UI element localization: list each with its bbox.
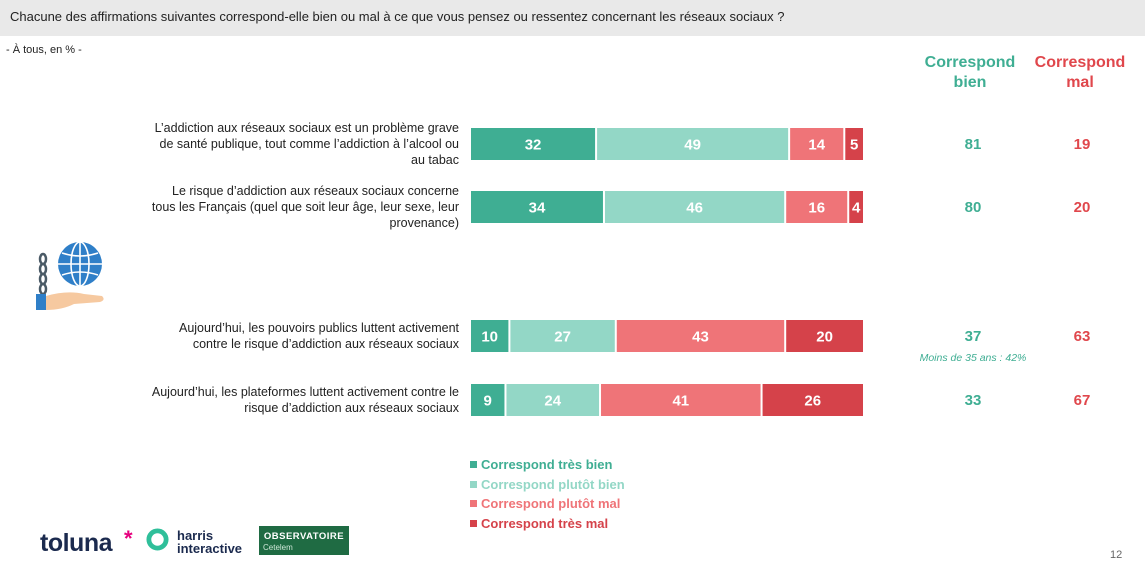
legend-label: Correspond très bien: [481, 457, 613, 473]
observatoire-logo-foot: [259, 555, 349, 564]
bar-segment: [601, 384, 761, 416]
total-bad: 19: [1074, 136, 1091, 153]
data-label: 41: [672, 393, 689, 410]
toluna-logo: toluna: [40, 529, 113, 557]
total-good: 33: [965, 392, 982, 409]
category-label: Aujourd’hui, les plateformes luttent act…: [152, 385, 459, 399]
legend-swatch: [470, 500, 477, 508]
bar-segment: [604, 191, 785, 223]
subgroup-note: Moins de 35 ans : 42%: [920, 352, 1027, 364]
legend-item-plutot-mal: Correspond plutôt mal: [470, 494, 625, 514]
legend-label: Correspond plutôt bien: [481, 476, 625, 492]
data-label: 43: [692, 329, 709, 346]
data-label: 46: [686, 200, 703, 217]
category-label: Aujourd’hui, les pouvoirs publics lutten…: [179, 321, 460, 335]
bar-segment: [762, 384, 863, 416]
category-label: tous les Français (quel que soit leur âg…: [152, 200, 459, 214]
bar-segment: [471, 128, 596, 160]
total-good: 37: [965, 328, 982, 345]
data-label: 4: [852, 200, 861, 217]
legend-swatch: [470, 519, 477, 527]
legend-label: Correspond plutôt mal: [481, 496, 621, 512]
harris-logo-mark-icon: [146, 528, 169, 551]
total-bad: 67: [1074, 392, 1091, 409]
column-header-good: Correspond bien: [924, 54, 1016, 91]
data-label: 24: [544, 393, 561, 410]
data-label: 26: [804, 393, 821, 410]
legend: Correspond très bien Correspond plutôt b…: [470, 455, 625, 533]
data-label: 5: [850, 137, 858, 154]
total-bad: 63: [1074, 328, 1091, 345]
bar-segment: [845, 128, 863, 160]
data-label: 34: [529, 200, 546, 217]
data-label: 32: [525, 137, 542, 154]
observatoire-logo: OBSERVATOIRE Cetelem: [259, 526, 349, 564]
data-label: 49: [684, 137, 701, 154]
bar-segment: [616, 320, 785, 352]
category-label: risque d’addiction aux réseaux sociaux: [244, 401, 459, 415]
observatoire-logo-title: OBSERVATOIRE: [263, 531, 345, 542]
category-label: de santé publique, tout comme l’addictio…: [160, 137, 460, 151]
category-label: au tabac: [411, 153, 459, 167]
legend-swatch: [470, 461, 477, 469]
bar-segment: [849, 191, 863, 223]
header-bar: [0, 0, 1145, 36]
bar-segment: [506, 384, 600, 416]
column-header-bad: Correspond mal: [1034, 54, 1126, 91]
page-number: 12: [1110, 549, 1123, 561]
bar-segment: [790, 128, 844, 160]
bar-segment: [510, 320, 615, 352]
category-label: Le risque d’addiction aux réseaux sociau…: [172, 184, 459, 198]
harris-logo: harris interactive: [177, 528, 243, 556]
data-label: 14: [808, 137, 825, 154]
toluna-star-icon: *: [124, 526, 133, 551]
bar-segment: [597, 128, 789, 160]
chained-globe-hand-icon: [22, 238, 108, 317]
data-label: 16: [808, 200, 825, 217]
bar-segment: [471, 191, 603, 223]
base-label: - À tous, en % -: [6, 44, 82, 56]
legend-swatch: [470, 480, 477, 488]
total-good: 81: [965, 136, 982, 153]
bar-segment: [786, 191, 848, 223]
legend-item-tres-mal: Correspond très mal: [470, 514, 625, 534]
observatoire-logo-sub: Cetelem: [263, 543, 293, 552]
legend-label: Correspond très mal: [481, 515, 609, 531]
survey-question: Chacune des affirmations suivantes corre…: [10, 9, 785, 24]
category-label: L’addiction aux réseaux sociaux est un p…: [155, 121, 459, 135]
legend-item-plutot-bien: Correspond plutôt bien: [470, 475, 625, 495]
bar-segment: [471, 384, 505, 416]
category-label: contre le risque d’addiction aux réseaux…: [193, 337, 460, 351]
data-label: 9: [484, 393, 492, 410]
category-label: provenance): [390, 216, 460, 230]
data-label: 20: [816, 329, 833, 346]
total-good: 80: [965, 199, 982, 216]
data-label: 27: [554, 329, 571, 346]
data-label: 10: [481, 329, 498, 346]
bar-segment: [471, 320, 509, 352]
bar-segment: [786, 320, 863, 352]
legend-item-tres-bien: Correspond très bien: [470, 455, 625, 475]
total-bad: 20: [1074, 199, 1091, 216]
